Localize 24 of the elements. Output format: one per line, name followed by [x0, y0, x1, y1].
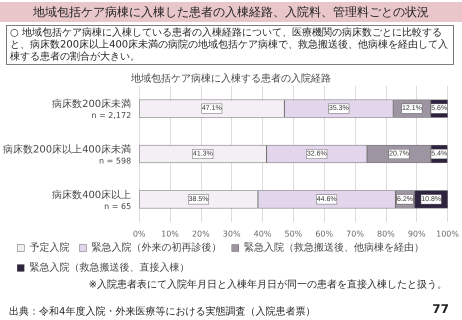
x-tick-label: 60%: [315, 230, 334, 238]
legend-label: 予定入院: [29, 242, 70, 254]
text: 77: [432, 302, 450, 316]
legend-label: 緊急入院（救急搬送後、直接入棟）: [29, 262, 190, 274]
text: 地域包括ケア病棟に入棟する患者の入院経路: [130, 72, 331, 84]
y-tick-label: 病床数200床以上400床未満 n = 598: [2, 144, 132, 166]
legend-label: 緊急入院（救急搬送後、他病棟を経由）: [244, 242, 424, 254]
x-tick-label: 80%: [376, 230, 396, 238]
x-tick-label: 10%: [161, 230, 180, 238]
x-tick-label: 100%: [436, 230, 460, 238]
source-note: 出典：令和4年度入院・外来医療等における実態調査（入院患者票）: [9, 306, 316, 318]
chart-subtitle: ○ 地域包括ケア病棟に入棟している患者の入棟経路について、医療機関の病床数ごとに比較すると、病床数200床以上400床未満の病院の地域包括ケア病棟で、救急搬送後、他病棟を経由して入棟する患者の割合が大きい。: [10, 26, 448, 62]
text: ※入院患者表にて入院年月日と入棟年月日が同一の患者を直接入棟したと扱う。: [88, 278, 448, 290]
x-tick-label: 90%: [408, 230, 426, 238]
chart-title: 地域包括ケア病棟に入棟した患者の入棟経路、入院料、管理料ごとの状況: [32, 5, 429, 19]
legend-label: 緊急入院（外来の初再診後）: [92, 242, 222, 254]
y-tick-label: 病床数200床未満 n = 2,172: [52, 98, 132, 120]
x-tick-label: 30%: [222, 230, 241, 238]
x-tick-label: 20%: [192, 230, 210, 238]
x-tick-label: 70%: [346, 230, 364, 238]
x-tick-label: 0%: [132, 230, 146, 238]
y-tick-label: 病床数400床以上 n = 65: [52, 188, 132, 211]
x-tick-label: 40%: [254, 230, 272, 238]
x-tick-label: 50%: [284, 230, 303, 238]
